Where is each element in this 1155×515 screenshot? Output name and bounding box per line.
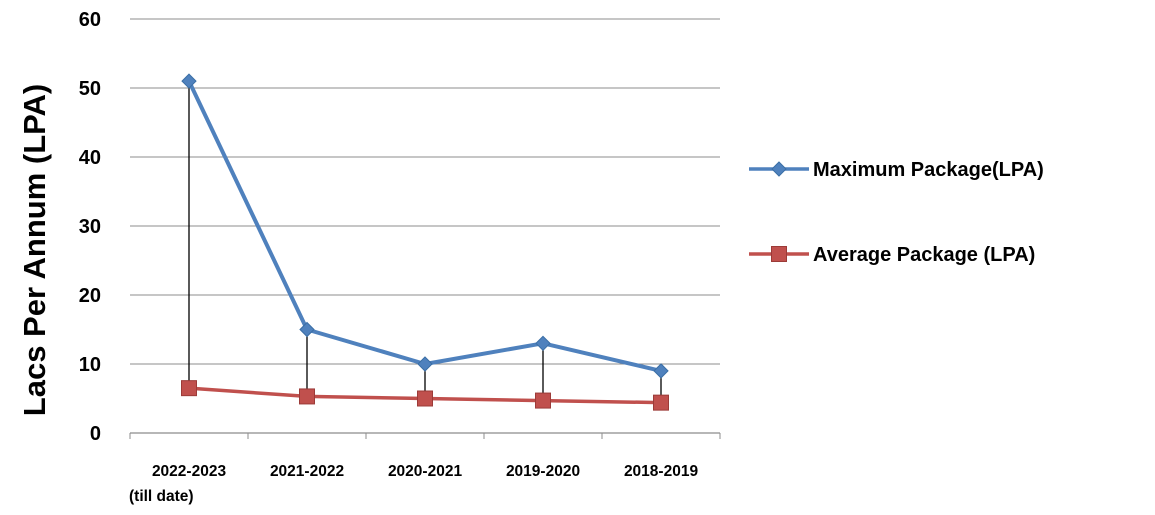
y-tick-label: 10 [79, 354, 101, 376]
x-tick-label: 2019-2020 [506, 463, 580, 480]
data-point [181, 380, 197, 397]
x-tick-labels: 2022-2023 (till date) 2021-2022 2020-2021 20… [129, 463, 698, 505]
legend-label: Maximum Package(LPA) [813, 159, 1044, 181]
data-point [653, 363, 669, 379]
data-point [181, 73, 197, 89]
series-markers [181, 73, 669, 411]
y-tick-label: 60 [79, 9, 101, 31]
legend: Maximum Package(LPA) Average Package (LPA… [749, 159, 1044, 266]
data-point [299, 388, 315, 405]
data-point [299, 321, 315, 338]
legend-marker [771, 161, 787, 177]
legend-label: Average Package (LPA) [813, 244, 1035, 266]
y-tick-label: 50 [79, 78, 101, 100]
x-tick-label: 2018-2019 [624, 463, 699, 480]
drop-lines [188, 81, 662, 403]
legend-marker [771, 246, 787, 262]
y-tick-labels: 0 10 20 30 40 50 60 [79, 9, 101, 445]
x-tick-label: 2022-2023 [152, 463, 227, 480]
legend-entry: Maximum Package(LPA) [749, 159, 1044, 181]
y-tick-label: 40 [79, 147, 101, 169]
axes [129, 432, 721, 439]
y-tick-label: 0 [90, 423, 101, 445]
x-tick-label: (till date) [129, 488, 194, 505]
data-point [417, 356, 433, 372]
data-point [417, 390, 433, 407]
y-tick-label: 20 [79, 285, 101, 307]
data-point [535, 335, 551, 352]
series-lines [187, 80, 662, 405]
y-axis-label: Lacs Per Annum (LPA) [17, 84, 52, 416]
x-tick-label: 2020-2021 [388, 463, 463, 480]
gridlines [130, 18, 720, 365]
y-tick-label: 30 [79, 216, 101, 238]
legend-entry: Average Package (LPA) [749, 244, 1035, 266]
data-point [653, 394, 669, 411]
x-tick-label: 2021-2022 [270, 463, 344, 480]
data-point [535, 392, 551, 409]
